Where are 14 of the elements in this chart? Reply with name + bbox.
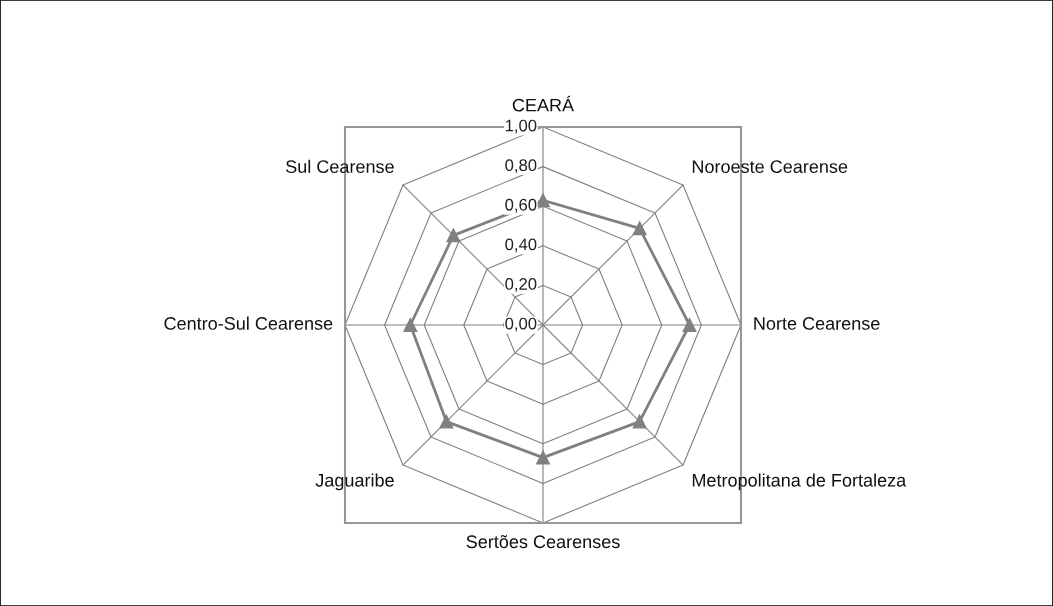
y-tick-label: 0,60 (505, 198, 537, 213)
y-tick-label: 0,80 (505, 159, 537, 174)
spoke-label: Metropolitana de Fortaleza (692, 473, 907, 491)
y-tick-label: 0,20 (505, 278, 537, 292)
spoke-label: Jaguaribe (315, 473, 394, 491)
y-tick-label: 0,40 (505, 238, 537, 253)
spoke-label: Norte Cearense (754, 317, 880, 330)
y-tick-label: 1,00 (505, 119, 537, 134)
spoke-label: Sul Cearense (286, 159, 394, 174)
spoke-label: Centro-Sul Cearense (164, 316, 333, 330)
spoke-label: CEARÁ (512, 95, 575, 112)
y-tick-label: 0,00 (505, 317, 537, 332)
spoke-label: Sertões Cearenses (466, 535, 620, 549)
spoke-label: Noroeste Cearense (692, 160, 848, 174)
